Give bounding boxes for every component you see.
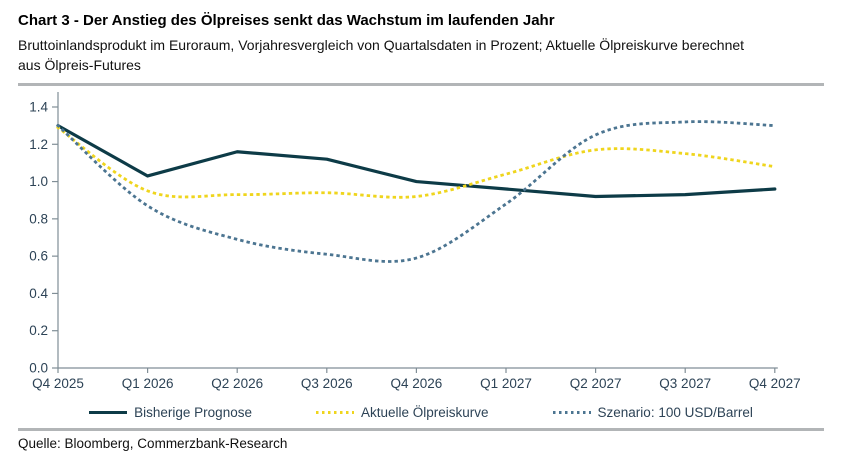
x-tick-label: Q1 2027 [480,376,532,391]
series-line-bisherige-prognose [56,124,777,199]
x-tick-label: Q4 2025 [32,376,84,391]
x-tick-label: Q1 2026 [122,376,174,391]
source-note: Quelle: Bloomberg, Commerzbank-Research [18,436,288,452]
top-divider [18,83,824,87]
chart-legend: Bisherige Prognose Aktuelle Ölpreiskurve S… [18,403,824,421]
chart-subtitle: Bruttoinlandsprodukt im Euroraum, Vorjah… [18,36,745,74]
bottom-divider [18,428,824,432]
dotted-line-marker [552,410,591,414]
y-tick-label: 0.4 [29,286,48,301]
legend-label: Aktuelle Ölpreiskurve [360,404,489,420]
y-tick-label: 0.2 [29,324,48,339]
series-line-aktuelle-lpreiskurve [56,125,777,200]
y-tick-label: 1.4 [29,100,48,115]
legend-item-bisherige-prognose: Bisherige Prognose [89,405,252,420]
series-line-szenario-100-usd-barrel [56,120,777,264]
dotted-line-marker [315,410,354,414]
y-tick-label: 1.0 [29,174,48,189]
legend-label: Szenario: 100 USD/Barrel [597,404,753,420]
x-tick-label: Q4 2027 [749,376,801,391]
gdp-oil-line-chart: 0.0 0.2 0.4 0.6 0.8 1.0 1.2 1.4 Q4 2025 Q1 2026 Q2… [29,92,801,391]
x-tick-label: Q3 2027 [659,376,711,391]
solid-line-marker [89,410,128,414]
legend-label: Bisherige Prognose [134,404,252,420]
y-tick-label: 1.2 [29,137,48,152]
y-tick-label: 0.0 [29,361,48,376]
x-tick-label: Q4 2026 [391,376,443,391]
chart-title: Chart 3 - Der Anstieg des Ölpreises senk… [18,12,555,29]
y-tick-label: 0.6 [29,249,48,264]
legend-item-aktuelle-lpreiskurve: Aktuelle Ölpreiskurve [315,404,489,420]
x-tick-label: Q2 2027 [570,376,622,391]
legend-item-szenario-100-usd-barrel: Szenario: 100 USD/Barrel [552,404,753,420]
x-tick-label: Q3 2026 [301,376,353,391]
y-tick-label: 0.8 [29,212,48,227]
x-tick-label: Q2 2026 [211,376,263,391]
